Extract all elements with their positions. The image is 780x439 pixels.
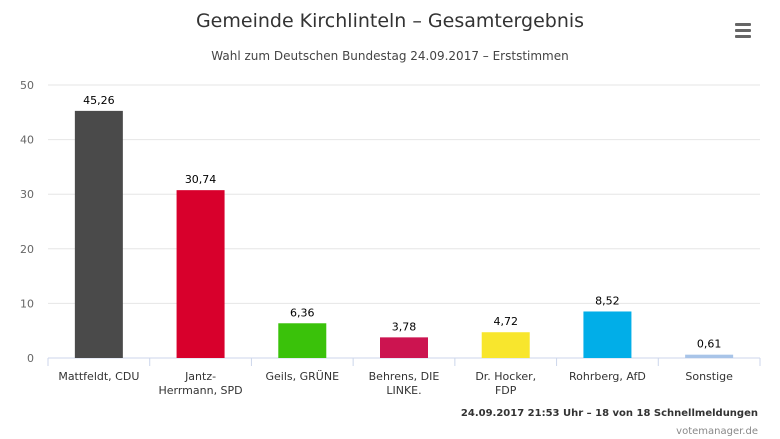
- bar: [278, 323, 327, 358]
- y-tick-label: 20: [20, 243, 34, 256]
- x-category-label: Jantz-: [184, 370, 216, 383]
- data-label: 4,72: [493, 315, 518, 328]
- y-tick-label: 50: [20, 79, 34, 92]
- menu-bar: [735, 35, 751, 38]
- bar-chart: 0 10 20 30 40 50 45,26 Mattfeldt, CDU 30,74 Jantz…: [20, 79, 761, 397]
- y-tick-label: 10: [20, 297, 34, 310]
- x-category-label: Herrmann, SPD: [158, 384, 242, 397]
- data-label: 3,78: [392, 320, 417, 333]
- x-category-label: Geils, GRÜNE: [266, 370, 340, 383]
- bar: [380, 337, 428, 358]
- x-category-label: Dr. Hocker,: [475, 370, 536, 383]
- data-label: 8,52: [595, 294, 620, 307]
- x-category-label: Rohrberg, AfD: [569, 370, 646, 383]
- menu-bar: [735, 29, 751, 32]
- data-label: 6,36: [290, 306, 315, 319]
- x-category-label: Behrens, DIE: [369, 370, 440, 383]
- credits-timestamp: 24.09.2017 21:53 Uhr – 18 von 18 Schnell…: [460, 408, 758, 419]
- bar: [74, 110, 123, 358]
- credits-source[interactable]: votemanager.de: [676, 426, 758, 437]
- data-label: 45,26: [83, 94, 115, 107]
- data-label: 0,61: [697, 338, 722, 351]
- x-category-label: FDP: [495, 384, 517, 397]
- x-category-label: Sonstige: [685, 370, 733, 383]
- bar: [583, 311, 632, 358]
- x-category-label: LINKE.: [386, 384, 421, 397]
- bar: [481, 332, 530, 358]
- bar: [685, 354, 734, 358]
- menu-bar: [735, 23, 751, 26]
- bar: [176, 190, 225, 358]
- y-tick-label: 40: [20, 134, 34, 147]
- data-label: 30,74: [185, 173, 217, 186]
- hamburger-menu-icon[interactable]: [731, 20, 755, 40]
- y-tick-label: 30: [20, 188, 34, 201]
- y-tick-label: 0: [27, 352, 34, 365]
- x-category-label: Mattfeldt, CDU: [58, 370, 139, 383]
- chart-title: Gemeinde Kirchlinteln – Gesamtergebnis: [195, 10, 585, 32]
- chart-subtitle: Wahl zum Deutschen Bundestag 24.09.2017 …: [211, 49, 569, 63]
